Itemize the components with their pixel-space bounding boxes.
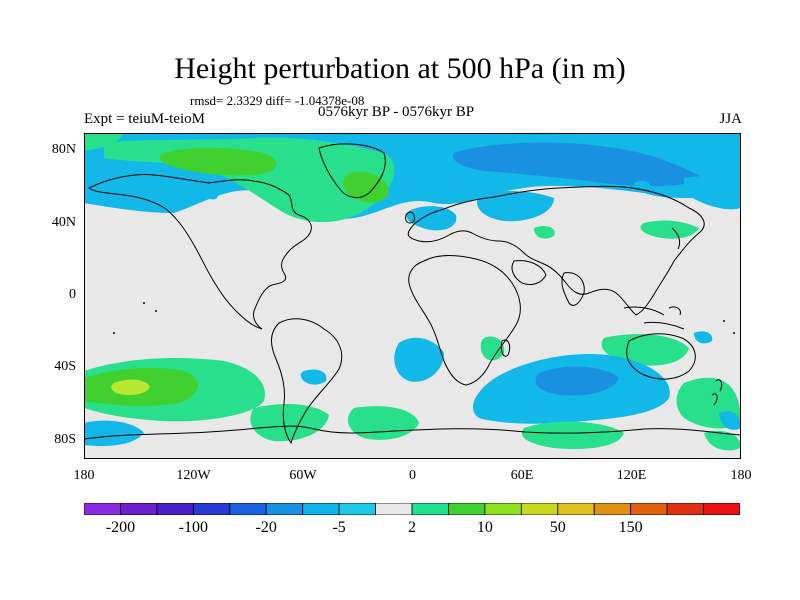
contour-fill [202, 187, 219, 200]
lat-tick-label: 40N [51, 214, 76, 230]
lon-tick-label: 120E [616, 468, 647, 483]
lon-tick-label: 60E [510, 468, 534, 483]
chart-title: Height perturbation at 500 hPa (in m) [174, 52, 626, 85]
contour-fill [521, 421, 624, 450]
coastline-south-america [271, 318, 343, 445]
coastline-greenland [318, 143, 386, 199]
lat-tick-label: 40S [54, 359, 76, 375]
legend-label: -20 [255, 519, 277, 536]
coastline-arabia [511, 260, 547, 286]
contour-fill [159, 147, 277, 176]
legend-swatch [302, 503, 340, 515]
legend-label: 50 [549, 519, 566, 536]
coastline-africa [408, 255, 521, 386]
contour-fill [476, 191, 554, 222]
legend-swatch [484, 503, 522, 515]
legend-colorbar [84, 503, 740, 515]
lon-tick-label: 180 [730, 468, 752, 483]
legend-swatch [411, 503, 449, 515]
contour-fill [704, 430, 741, 451]
contour-fill [640, 220, 699, 239]
map-frame [84, 133, 741, 459]
legend-swatch [84, 503, 121, 515]
lat-tick-label: 80N [51, 142, 76, 158]
lat-tick-label: 0 [69, 287, 76, 302]
legend-label: 150 [618, 519, 643, 536]
legend-swatch [448, 503, 486, 515]
contour-fill [347, 406, 419, 440]
legend-label: -200 [105, 519, 136, 536]
legend-label: -5 [332, 519, 346, 536]
contour-fill [111, 379, 150, 395]
contour-fill [250, 403, 329, 442]
contour-fill [601, 334, 689, 366]
contour-fill [534, 225, 555, 239]
contour-fill [84, 133, 124, 151]
map-panel [84, 133, 741, 459]
legend-swatch [666, 503, 704, 515]
legend-label: -100 [178, 519, 208, 536]
contour-fill [535, 366, 619, 396]
stats-text: rmsd= 2.3329 diff= -1.04378e-08 [190, 93, 365, 108]
season-label: JJA [719, 111, 742, 127]
lon-tick-label: 180 [73, 468, 95, 483]
map-svg [84, 133, 741, 459]
legend-swatch [120, 503, 158, 515]
coastline-japan [671, 227, 681, 250]
contour-fill [394, 337, 444, 382]
period-label: 0576kyr BP - 0576kyr BP [318, 104, 475, 120]
coastline-madagascar [501, 339, 511, 357]
coastline-north-america [88, 174, 312, 330]
coastline-india [561, 272, 585, 306]
legend-swatch [229, 503, 267, 515]
contour-fill [684, 175, 741, 210]
contour-fill [343, 171, 389, 203]
coastline-new-zealand [711, 379, 723, 406]
legend-swatch [338, 503, 376, 515]
legend-swatch [557, 503, 595, 515]
lat-tick-label: 80S [54, 431, 76, 447]
contour-fill [453, 142, 704, 187]
contour-fill [480, 336, 505, 361]
lon-tick-label: 60W [289, 468, 317, 483]
lon-tick-label: 120W [176, 468, 211, 483]
contour-fill [84, 420, 144, 447]
experiment-label: Expt = teiuM-teioM [84, 111, 205, 127]
legend-swatch [156, 503, 194, 515]
legend-swatch [630, 503, 668, 515]
contour-fill [719, 411, 741, 430]
legend-swatch [593, 503, 632, 515]
legend-swatch [520, 503, 559, 515]
contour-fills [84, 133, 741, 451]
coastline-indonesia [623, 306, 685, 330]
legend-label: 2 [408, 519, 416, 536]
legend-label: 10 [476, 519, 493, 536]
contour-fill [694, 331, 713, 344]
coastline-australia [626, 333, 696, 380]
legend-swatch [192, 503, 231, 515]
contour-fill [406, 206, 457, 231]
contour-fill [300, 369, 327, 385]
coastline-antarctica [84, 425, 741, 440]
legend-swatch [265, 503, 304, 515]
lon-tick-label: 0 [409, 468, 416, 483]
islands [113, 302, 735, 334]
legend-swatch [703, 503, 740, 515]
coastlines [84, 143, 741, 445]
coastline-uk [405, 211, 415, 224]
legend-swatch [375, 503, 413, 515]
contour-fill [634, 180, 651, 193]
